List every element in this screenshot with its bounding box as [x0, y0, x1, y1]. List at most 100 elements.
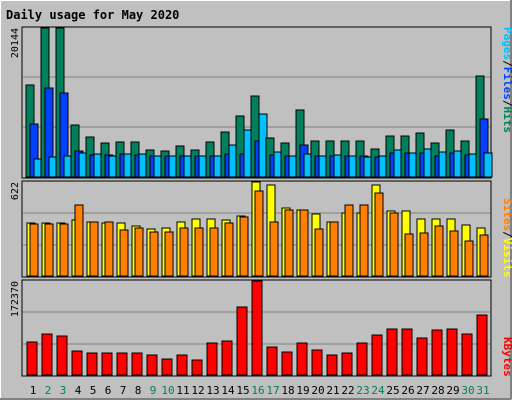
bar-kbytes-day-5 — [86, 352, 98, 376]
day-label-26: 26 — [401, 384, 414, 397]
x-axis-day-labels: 1 2 3 4 5 6 7 8 9 10 11 12 13 14 15 16 17 18 19 20 21 22 23 24 2… — [30, 384, 490, 397]
bar-sites-day-26 — [404, 233, 414, 277]
day-label-10: 10 — [161, 384, 174, 397]
day-label-13: 13 — [206, 384, 219, 397]
bar-kbytes-day-16 — [251, 280, 263, 376]
bar-sites-day-25 — [389, 212, 399, 277]
day-label-6: 6 — [105, 384, 112, 397]
bar-sites-day-5 — [89, 221, 99, 277]
legend-separator: / — [501, 231, 512, 238]
day-label-12: 12 — [191, 384, 204, 397]
day-label-27: 27 — [416, 384, 429, 397]
bar-kbytes-day-26 — [401, 328, 413, 376]
day-label-9: 9 — [150, 384, 157, 397]
bar-kbytes-day-20 — [311, 349, 323, 376]
panel-visits-bars — [26, 181, 489, 277]
chart-title: Daily usage for May 2020 — [6, 8, 179, 22]
bar-kbytes-day-14 — [221, 340, 233, 376]
bar-kbytes-day-24 — [371, 334, 383, 376]
bar-kbytes-day-1 — [26, 341, 38, 376]
day-label-16: 16 — [251, 384, 264, 397]
bar-sites-day-22 — [344, 204, 354, 277]
bar-kbytes-day-22 — [341, 352, 353, 376]
legend-hits-files-pages: Pages/Files/Hits — [501, 27, 512, 133]
bar-sites-day-28 — [434, 225, 444, 277]
legend-sites-visits: Sites/Visits — [501, 198, 512, 278]
bar-kbytes-day-21 — [326, 354, 338, 376]
bar-sites-day-20 — [314, 228, 324, 277]
day-label-24: 24 — [371, 384, 385, 397]
bar-kbytes-day-29 — [446, 328, 458, 376]
bar-kbytes-day-10 — [161, 358, 173, 376]
legend-separator: / — [501, 60, 512, 67]
day-label-29: 29 — [446, 384, 459, 397]
day-label-3: 3 — [60, 384, 67, 397]
visits-ymax-label: 622 — [10, 182, 21, 200]
day-label-2: 2 — [45, 384, 52, 397]
day-label-22: 22 — [341, 384, 354, 397]
bar-sites-day-15 — [239, 216, 249, 277]
bar-kbytes-day-11 — [176, 354, 188, 376]
bar-kbytes-day-19 — [296, 342, 308, 376]
bar-sites-day-1 — [29, 223, 39, 277]
bar-sites-day-31 — [479, 234, 489, 277]
bar-sites-day-14 — [224, 222, 234, 277]
bar-sites-day-8 — [134, 227, 144, 277]
legend-kbytes: KBytes — [501, 337, 512, 377]
bar-kbytes-day-13 — [206, 342, 218, 376]
bar-sites-day-10 — [164, 231, 174, 277]
bar-kbytes-day-7 — [116, 352, 128, 376]
day-label-19: 19 — [296, 384, 309, 397]
bar-sites-day-27 — [419, 232, 429, 277]
hits-ymax-label: 20144 — [10, 28, 21, 58]
day-label-7: 7 — [120, 384, 127, 397]
bar-sites-day-4 — [74, 204, 84, 277]
bar-kbytes-day-28 — [431, 329, 443, 376]
bar-kbytes-day-8 — [131, 352, 143, 376]
kbytes-ymax-label: 172370 — [10, 281, 21, 317]
day-label-23: 23 — [356, 384, 369, 397]
day-label-11: 11 — [176, 384, 189, 397]
day-label-25: 25 — [386, 384, 399, 397]
bar-kbytes-day-31 — [476, 314, 488, 376]
bar-sites-day-11 — [179, 227, 189, 277]
bar-kbytes-day-27 — [416, 337, 428, 376]
day-label-5: 5 — [90, 384, 97, 397]
bar-sites-day-23 — [359, 204, 369, 277]
bar-kbytes-day-4 — [71, 350, 83, 376]
panel-kbytes-bars — [26, 280, 488, 376]
bar-kbytes-day-2 — [41, 333, 53, 376]
bar-kbytes-day-9 — [146, 354, 158, 376]
bar-kbytes-day-18 — [281, 351, 293, 376]
legend-hits-label: Hits — [501, 107, 512, 134]
bar-kbytes-day-25 — [386, 328, 398, 376]
bar-sites-day-12 — [194, 227, 204, 277]
bar-sites-day-19 — [299, 209, 309, 277]
bar-sites-day-3 — [59, 223, 69, 277]
day-label-4: 4 — [75, 384, 82, 397]
bar-sites-day-24 — [374, 192, 384, 277]
bar-sites-day-30 — [464, 240, 474, 277]
bar-sites-day-16 — [254, 190, 264, 277]
legend-sites-label: Sites — [501, 198, 512, 231]
day-label-8: 8 — [135, 384, 142, 397]
day-label-21: 21 — [326, 384, 339, 397]
bar-sites-day-6 — [104, 221, 114, 277]
bar-sites-day-17 — [269, 221, 279, 277]
day-label-20: 20 — [311, 384, 324, 397]
bar-kbytes-day-6 — [101, 352, 113, 376]
bar-kbytes-day-30 — [461, 333, 473, 376]
bar-pages-day-31 — [483, 152, 493, 178]
bar-kbytes-day-3 — [56, 335, 68, 376]
day-label-14: 14 — [221, 384, 235, 397]
bar-kbytes-day-17 — [266, 346, 278, 376]
bar-kbytes-day-15 — [236, 306, 248, 376]
day-label-15: 15 — [236, 384, 249, 397]
day-label-18: 18 — [281, 384, 294, 397]
bar-sites-day-21 — [329, 221, 339, 277]
day-label-31: 31 — [476, 384, 489, 397]
bar-sites-day-2 — [44, 223, 54, 277]
legend-kbytes-label: KBytes — [501, 337, 512, 377]
day-label-17: 17 — [266, 384, 279, 397]
